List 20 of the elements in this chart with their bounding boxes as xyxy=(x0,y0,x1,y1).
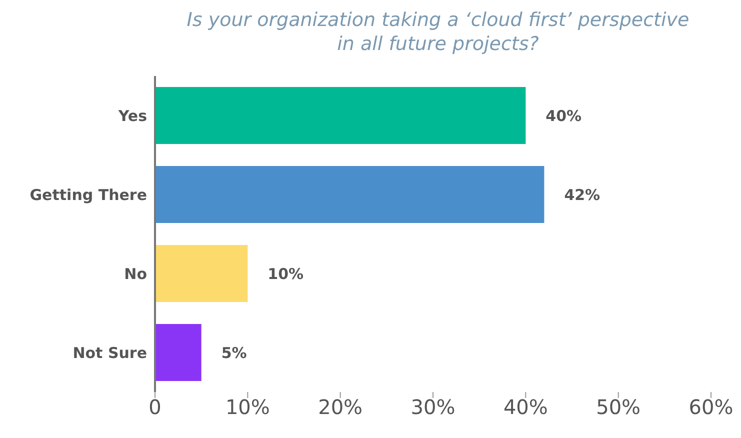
bar xyxy=(155,324,202,382)
bar xyxy=(155,166,544,224)
x-tick-label: 60% xyxy=(688,395,734,420)
x-tick-label: 50% xyxy=(596,395,641,420)
y-tick-label: No xyxy=(124,264,147,283)
data-label: 5% xyxy=(221,344,247,362)
data-label: 42% xyxy=(564,186,600,204)
x-tick-label: 40% xyxy=(503,395,548,420)
x-tick-label: 10% xyxy=(225,395,270,420)
y-tick-label: Not Sure xyxy=(72,344,147,362)
x-tick-label: 30% xyxy=(410,395,456,420)
x-tick-label: 0 xyxy=(148,395,162,420)
chart-title: Is your organization taking a ‘cloud first’ perspective in all future projects? xyxy=(186,8,690,57)
data-label: 10% xyxy=(268,264,304,283)
data-label: 40% xyxy=(546,106,582,125)
y-tick-label: Yes xyxy=(117,106,148,125)
y-tick-label: Getting There xyxy=(30,186,147,204)
bar xyxy=(155,87,526,144)
x-tick-label: 20% xyxy=(318,395,363,420)
bar xyxy=(155,245,248,302)
